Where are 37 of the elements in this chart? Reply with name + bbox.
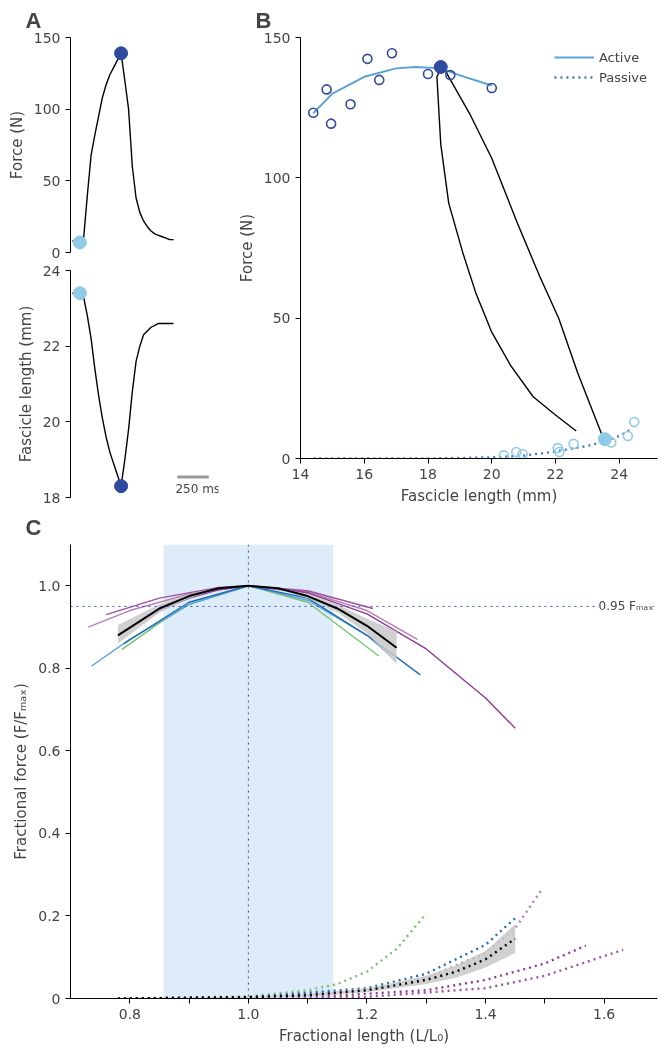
y-axis-title: Fascicle length (mm): [16, 305, 35, 463]
x-tick-label: 16: [355, 465, 374, 482]
y-axis-title: Force (N): [237, 213, 256, 283]
y-tick-label: 0.6: [38, 742, 61, 759]
y-tick-label: 0.2: [38, 907, 61, 924]
y-tick-label: 0.4: [38, 825, 61, 842]
y-tick-label: 100: [33, 101, 61, 118]
y-tick-label: 0.8: [38, 660, 61, 677]
y-tick-label: 20: [42, 413, 61, 430]
x-tick-label: 1.2: [355, 1005, 379, 1022]
x-tick-label: 20: [482, 465, 501, 482]
y-axis-title: Fractional force (F/Fₘₐₓ): [12, 683, 31, 860]
ref-line-label: 0.95 Fₘₐₓ: [598, 599, 654, 614]
x-tick-label: 14: [291, 465, 310, 482]
x-tick-label: 18: [419, 465, 437, 482]
y-tick-label: 100: [263, 169, 291, 186]
y-tick-label: 50: [272, 310, 291, 327]
x-axis-title: Fractional length (L/L₀): [278, 1026, 450, 1045]
y-tick-label: 0: [281, 450, 291, 467]
y-tick-label: 0: [51, 990, 61, 1007]
x-tick-label: 1.0: [237, 1005, 260, 1022]
legend-label: Active: [598, 49, 640, 65]
x-tick-label: 1.6: [593, 1005, 616, 1022]
y-tick-label: 50: [42, 172, 61, 189]
x-tick-label: 24: [610, 465, 629, 482]
y-tick-label: 1.0: [38, 577, 61, 594]
y-tick-label: 0: [51, 244, 61, 261]
y-tick-label: 18: [42, 489, 61, 506]
x-tick-label: 0.8: [118, 1005, 141, 1022]
y-tick-label: 24: [42, 262, 61, 279]
x-tick-label: 1.4: [474, 1005, 497, 1022]
x-tick-label: 22: [546, 465, 565, 482]
chart-title: C: [25, 514, 42, 540]
legend-label: Passive: [598, 69, 647, 85]
x-axis-title: Fascicle length (mm): [400, 486, 558, 505]
y-axis-title: Force (N): [7, 110, 26, 180]
y-tick-label: 22: [42, 338, 61, 355]
